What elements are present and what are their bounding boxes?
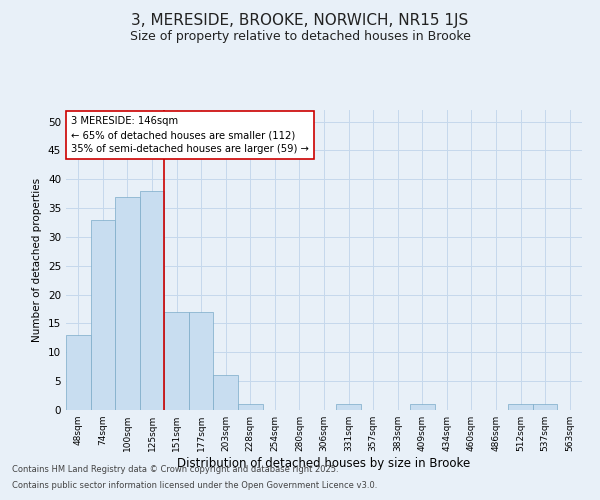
Bar <box>91 220 115 410</box>
Text: Contains HM Land Registry data © Crown copyright and database right 2025.: Contains HM Land Registry data © Crown c… <box>12 466 338 474</box>
Bar <box>66 335 91 410</box>
Bar <box>189 312 214 410</box>
Bar <box>410 404 434 410</box>
Text: Size of property relative to detached houses in Brooke: Size of property relative to detached ho… <box>130 30 470 43</box>
Bar <box>140 191 164 410</box>
Bar <box>238 404 263 410</box>
Bar <box>336 404 361 410</box>
Text: 3 MERESIDE: 146sqm
← 65% of detached houses are smaller (112)
35% of semi-detach: 3 MERESIDE: 146sqm ← 65% of detached hou… <box>71 116 309 154</box>
Text: Contains public sector information licensed under the Open Government Licence v3: Contains public sector information licen… <box>12 480 377 490</box>
Bar <box>214 376 238 410</box>
Text: 3, MERESIDE, BROOKE, NORWICH, NR15 1JS: 3, MERESIDE, BROOKE, NORWICH, NR15 1JS <box>131 12 469 28</box>
X-axis label: Distribution of detached houses by size in Brooke: Distribution of detached houses by size … <box>178 457 470 470</box>
Bar <box>533 404 557 410</box>
Bar <box>164 312 189 410</box>
Bar <box>508 404 533 410</box>
Y-axis label: Number of detached properties: Number of detached properties <box>32 178 43 342</box>
Bar <box>115 196 140 410</box>
